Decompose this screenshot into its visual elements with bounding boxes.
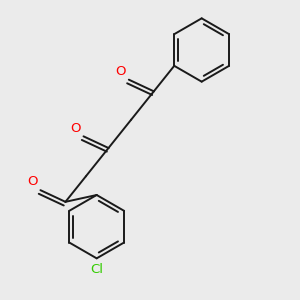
Text: O: O bbox=[70, 122, 81, 135]
Text: O: O bbox=[116, 65, 126, 78]
Text: Cl: Cl bbox=[90, 263, 103, 276]
Text: O: O bbox=[27, 176, 38, 188]
